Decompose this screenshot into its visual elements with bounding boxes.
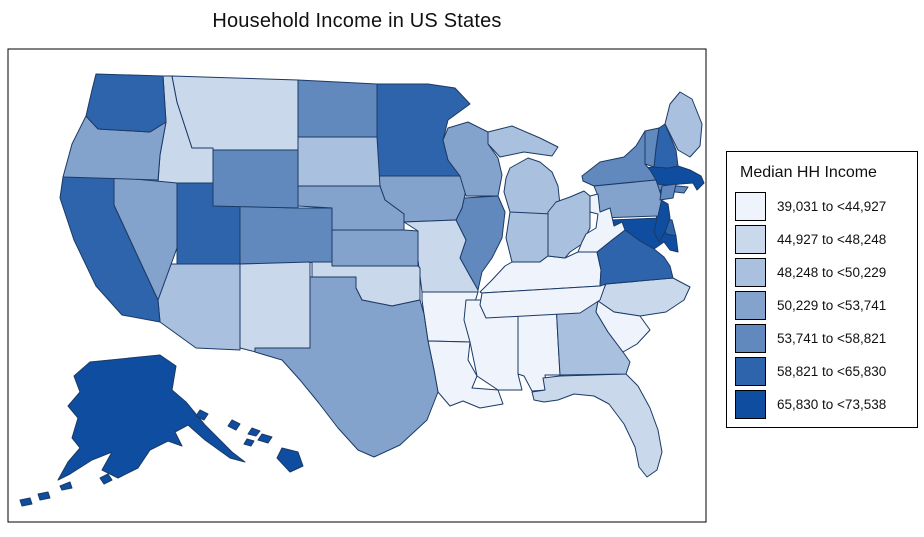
state-wa [85,73,167,133]
page-title: Household Income in US States [212,10,502,32]
legend-row: 65,830 to <73,538 [735,390,911,419]
legend-row: 53,741 to <58,821 [735,324,911,353]
legend-swatch [735,324,766,353]
states-layer [19,73,705,507]
state-tx [254,276,439,458]
state-me [664,91,703,158]
state-wv [577,193,626,253]
legend-items: 39,031 to <44,927 44,927 to <48,248 48,248… [735,192,911,419]
legend-label: 53,741 to <58,821 [777,331,887,346]
state-ak [19,497,33,507]
state-in [505,211,549,263]
state-hi [195,409,209,421]
state-nd [297,79,378,138]
state-vt [644,127,660,168]
state-nv [113,176,178,301]
legend-swatch [735,390,766,419]
state-fl [531,373,663,478]
state-ak [37,491,51,501]
state-ks [331,229,419,267]
legend-label: 39,031 to <44,927 [777,199,887,214]
state-ak [57,354,246,481]
state-ak [99,473,113,485]
state-sc [595,300,651,353]
legend-label: 58,821 to <65,830 [777,364,887,379]
legend-swatch [735,225,766,254]
state-ne [297,185,405,231]
state-mo [403,219,479,293]
state-hi [243,438,255,447]
state-mt [171,75,299,151]
state-wi [442,121,503,197]
state-hi [247,427,261,437]
legend-label: 48,248 to <50,229 [777,265,887,280]
state-ri [659,183,677,201]
legend-label: 50,229 to <53,741 [777,298,887,313]
legend-swatch [735,357,766,386]
legend-row: 58,821 to <65,830 [735,357,911,386]
state-oh [547,190,591,259]
legend-swatch [735,192,766,221]
legend-swatch [735,258,766,287]
legend-row: 48,248 to <50,229 [735,258,911,287]
legend-row: 39,031 to <44,927 [735,192,911,221]
legend-label: 44,927 to <48,248 [777,232,887,247]
legend-title: Median HH Income [740,164,877,181]
legend-row: 50,229 to <53,741 [735,291,911,320]
legend-box: Median HH Income 39,031 to <44,927 44,927… [726,151,918,428]
state-sd [297,136,381,187]
state-hi [227,419,241,431]
legend-row: 44,927 to <48,248 [735,225,911,254]
legend-label: 65,830 to <73,538 [777,397,887,412]
state-ms [463,299,523,391]
state-mi [487,125,559,158]
state-ak [59,481,73,491]
legend-swatch [735,291,766,320]
state-hi [276,447,304,473]
state-co [239,205,333,265]
state-wy [212,149,299,209]
state-hi [257,433,273,444]
state-nm [239,261,311,357]
